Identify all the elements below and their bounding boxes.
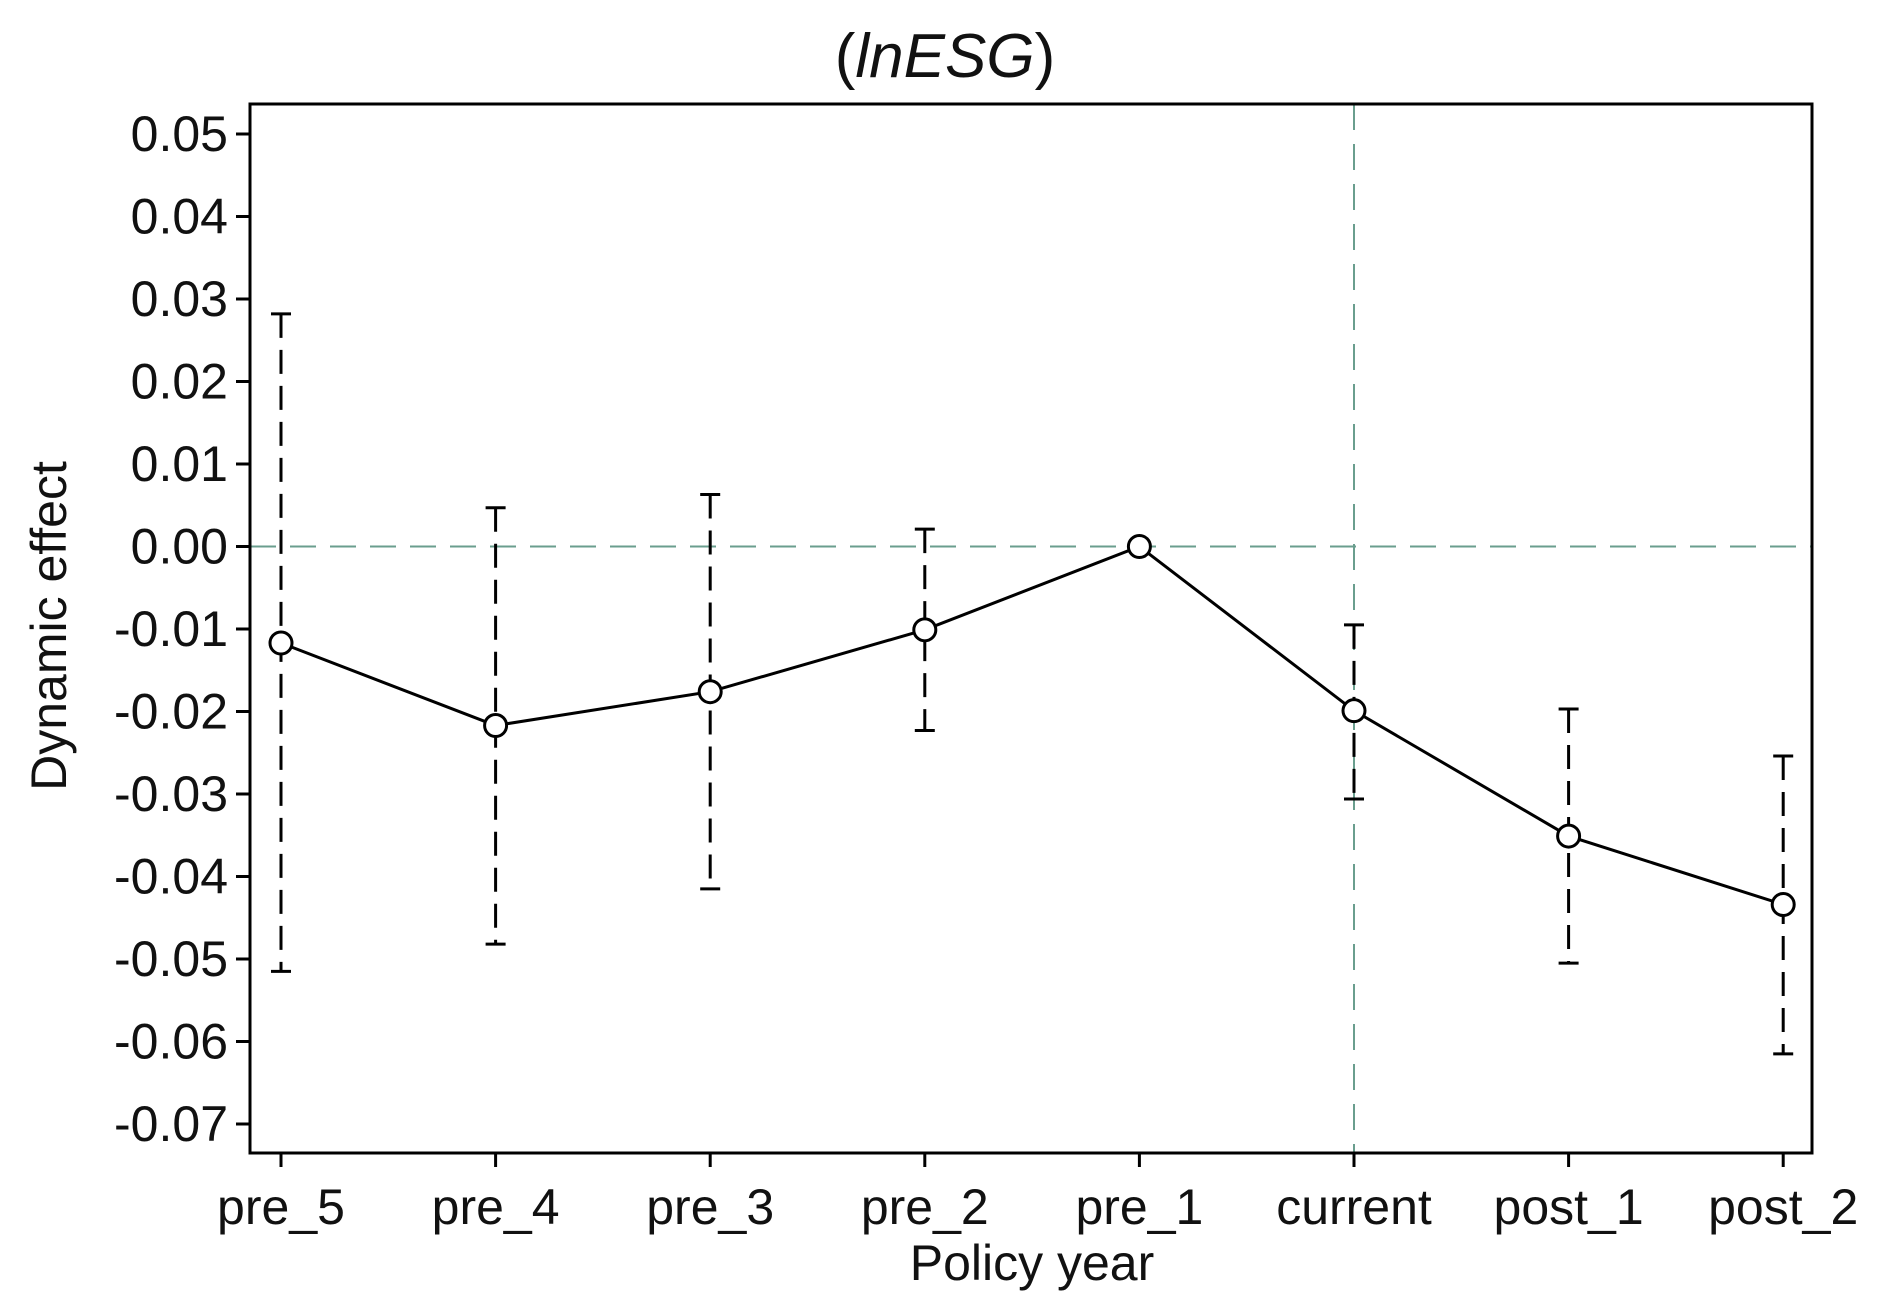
x-tick-label: pre_3 xyxy=(646,1179,774,1235)
data-point xyxy=(1556,823,1582,849)
x-axis-title: Policy year xyxy=(910,1235,1155,1291)
y-tick-label: -0.07 xyxy=(114,1096,228,1152)
y-tick-label: -0.06 xyxy=(114,1014,228,1070)
x-tick-label: pre_4 xyxy=(432,1179,560,1235)
y-tick-label: -0.05 xyxy=(114,931,228,987)
y-tick-label: -0.03 xyxy=(114,766,228,822)
y-tick-label: 0.00 xyxy=(131,519,228,575)
plot-frame xyxy=(248,102,1814,1155)
y-tick-label: 0.03 xyxy=(131,271,228,327)
data-point xyxy=(483,713,509,739)
data-point xyxy=(912,617,938,643)
x-tick-label: post_2 xyxy=(1708,1179,1858,1235)
data-point xyxy=(268,630,294,656)
data-point xyxy=(1341,698,1367,724)
x-tick-label: pre_1 xyxy=(1075,1179,1203,1235)
y-tick-label: 0.04 xyxy=(131,189,228,245)
y-tick-label: -0.04 xyxy=(114,849,228,905)
x-tick-label: pre_2 xyxy=(861,1179,989,1235)
y-tick-label: 0.05 xyxy=(131,106,228,162)
plot-area: 0.05 0.04 0.03 0.02 0.01 0.00 -0.01 -0.02 -0.03 -… xyxy=(114,102,1858,1235)
series-line xyxy=(280,544,1784,906)
y-axis-title: Dynamic effect xyxy=(21,461,77,791)
x-tick-label: post_1 xyxy=(1494,1179,1644,1235)
data-point xyxy=(1126,534,1152,559)
y-tick-label: 0.01 xyxy=(131,436,228,492)
x-tick-label: pre_5 xyxy=(217,1179,345,1235)
x-tick-label: current xyxy=(1276,1179,1432,1235)
chart-title: (lnESG) xyxy=(835,22,1056,91)
y-tick-label: -0.02 xyxy=(114,684,228,740)
data-point xyxy=(697,679,723,705)
y-tick-label: 0.02 xyxy=(131,354,228,410)
data-point xyxy=(1770,892,1796,918)
y-tick-label: -0.01 xyxy=(114,601,228,657)
